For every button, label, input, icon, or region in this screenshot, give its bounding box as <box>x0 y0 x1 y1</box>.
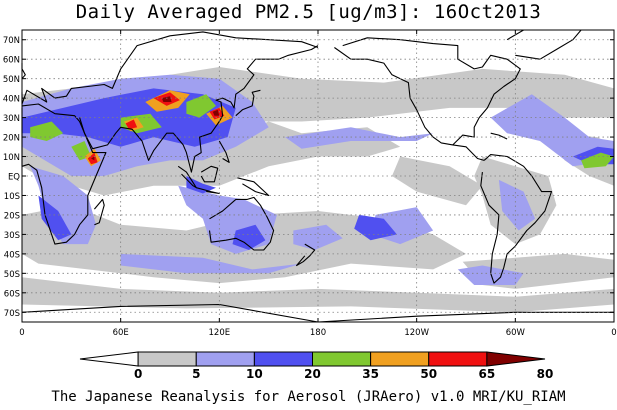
colorbar-label: 50 <box>420 367 437 381</box>
coastline-segment <box>21 31 319 105</box>
pm25-concentration-field <box>22 67 614 313</box>
concentration-patch <box>120 253 302 274</box>
footer-credit: The Japanese Reanalysis for Aerosol (JRA… <box>51 389 566 405</box>
concentration-patch <box>212 109 220 116</box>
colorbar-swatch <box>486 351 546 367</box>
coastline-segment <box>218 140 230 163</box>
latitude-label: 60N <box>3 56 20 66</box>
colorbar-swatch <box>79 351 139 367</box>
coastline-segment <box>490 132 508 140</box>
coastline-segment <box>452 144 485 161</box>
colorbar-label: 65 <box>479 367 496 381</box>
latitude-label: 10S <box>4 192 20 202</box>
longitude-label: 60W <box>506 328 526 338</box>
latitude-labels: 70N 60N 50N 40N 30N 20N 10N EQ 10S 20S 30S 40S 50S 60… <box>3 36 20 319</box>
concentration-patch <box>285 127 434 149</box>
concentration-patch <box>186 176 216 194</box>
concentration-patch <box>161 96 172 102</box>
colorbar-swatch <box>137 351 197 367</box>
concentration-patch <box>354 214 397 241</box>
latitude-label: 50N <box>3 75 20 85</box>
colorbar-label: 0 <box>134 367 142 381</box>
longitude-label: 120E <box>209 328 231 338</box>
concentration-patch <box>38 195 72 241</box>
colorbar-label: 5 <box>192 367 200 381</box>
concentration-patch <box>498 179 536 231</box>
colorbar-swatch <box>428 351 488 367</box>
colorbar-label: 10 <box>246 367 263 381</box>
latitude-label: EQ <box>8 173 20 183</box>
coastline-segment <box>480 154 553 284</box>
concentration-patch <box>91 156 95 161</box>
latitude-label: 20S <box>4 211 20 221</box>
concentration-patch <box>457 265 524 285</box>
coastline-segment <box>208 196 275 251</box>
concentration-patch <box>125 119 138 130</box>
concentration-patch <box>392 156 483 206</box>
latitude-label: 20N <box>3 134 20 144</box>
map-title: Daily Averaged PM2.5 [ug/m3]: 16Oct2013 <box>75 1 542 23</box>
coastline-segment <box>196 187 220 195</box>
colorbar-swatch <box>195 351 255 367</box>
longitude-label: 120W <box>404 328 429 338</box>
latitude-label: 30N <box>3 114 20 124</box>
longitude-label: 60E <box>113 328 129 338</box>
latitude-label: 10N <box>3 153 20 163</box>
colorbar-label: 35 <box>362 367 379 381</box>
latitude-label: 40S <box>4 250 20 260</box>
map-frame <box>21 29 615 323</box>
coastline-segment <box>79 45 319 173</box>
latitude-label: 40N <box>3 95 20 105</box>
latitude-label: 30S <box>4 231 20 241</box>
colorbar-swatch <box>312 351 372 367</box>
concentration-patch <box>30 121 64 141</box>
coastline-segment <box>296 243 316 267</box>
longitude-label: 0 <box>611 328 616 338</box>
concentration-patch <box>232 224 266 250</box>
concentration-patch <box>581 152 614 169</box>
latitude-label: 60S <box>4 289 20 299</box>
colorbar-label: 80 <box>537 367 554 381</box>
coastline-segment <box>235 89 261 117</box>
map-plot-area <box>21 29 615 323</box>
coastline-segment <box>237 177 270 197</box>
latitude-label: 70S <box>4 309 20 319</box>
colorbar-label: 20 <box>304 367 321 381</box>
concentration-patch <box>186 94 216 118</box>
colorbar: 0 5 10 20 35 50 65 80 <box>79 351 554 381</box>
longitude-label: 0 <box>19 328 24 338</box>
coastline-segment <box>200 165 219 183</box>
concentration-patch <box>490 94 614 167</box>
coastline-segment <box>334 37 521 146</box>
longitude-label: 180 <box>310 328 326 338</box>
colorbar-swatch <box>253 351 313 367</box>
longitude-labels: 0 60E 120E 180 120W 60W 0 <box>19 328 616 338</box>
colorbar-swatch <box>370 351 430 367</box>
latitude-label: 50S <box>4 270 20 280</box>
latitude-label: 70N <box>3 36 20 46</box>
concentration-patch <box>22 277 614 313</box>
coastline-segment <box>93 198 105 226</box>
